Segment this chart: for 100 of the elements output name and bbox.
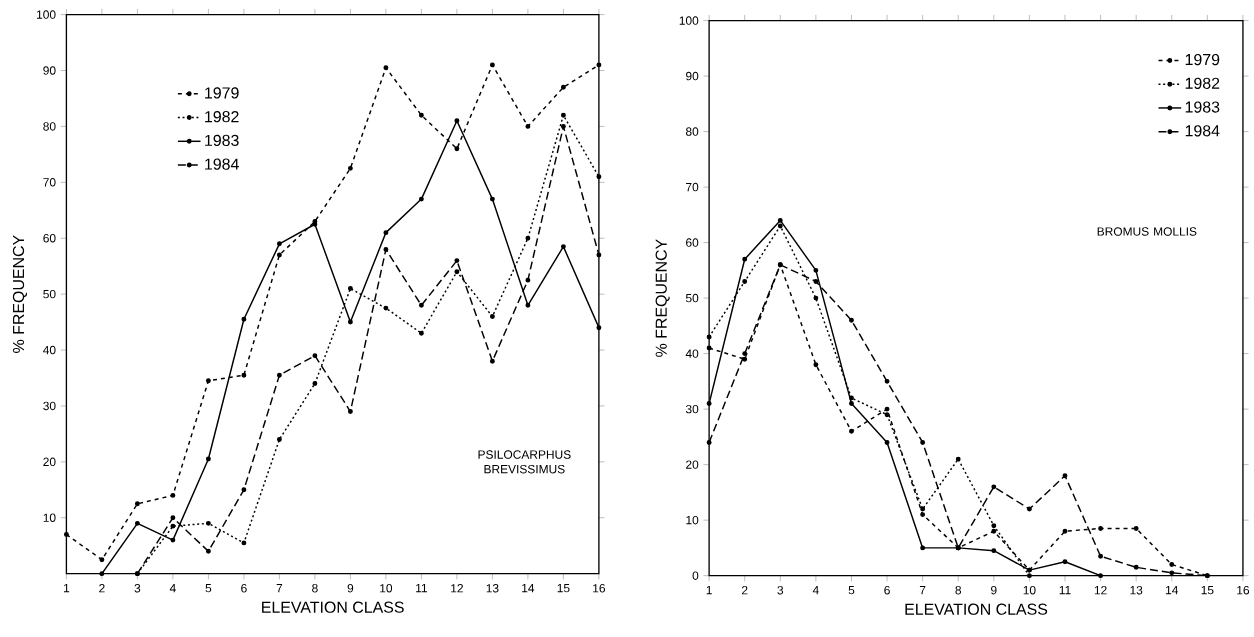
point bbox=[99, 571, 105, 576]
x-tick-label: 10 bbox=[380, 583, 393, 593]
point bbox=[742, 278, 748, 284]
annotation: BROMUS MOLLIS bbox=[1097, 227, 1197, 236]
point bbox=[205, 456, 211, 462]
point bbox=[777, 217, 783, 223]
x-tick-label: 9 bbox=[991, 585, 997, 595]
point bbox=[383, 305, 389, 311]
x-tick-label: 6 bbox=[241, 583, 247, 593]
x-tick-label: 4 bbox=[812, 585, 819, 595]
point bbox=[849, 400, 854, 406]
y-tick-label: 90 bbox=[43, 66, 56, 75]
point bbox=[706, 334, 712, 340]
point bbox=[99, 557, 105, 562]
point bbox=[205, 378, 211, 384]
point bbox=[347, 165, 353, 171]
x-tick-label: 1 bbox=[706, 585, 712, 595]
point bbox=[813, 362, 819, 367]
point bbox=[884, 412, 890, 417]
point bbox=[454, 257, 460, 263]
y-tick-label: 50 bbox=[685, 293, 699, 303]
point bbox=[1026, 506, 1032, 512]
point bbox=[742, 350, 748, 356]
point bbox=[884, 406, 890, 412]
y-tick-label: 10 bbox=[686, 515, 699, 525]
x-tick-label: 13 bbox=[1130, 585, 1143, 595]
point bbox=[991, 484, 997, 490]
x-tick-label: 7 bbox=[919, 585, 926, 595]
point bbox=[1062, 559, 1068, 565]
point bbox=[454, 146, 460, 152]
x-tick-label: 2 bbox=[99, 583, 105, 593]
point bbox=[418, 196, 424, 202]
x-tick-label: 3 bbox=[777, 585, 784, 595]
point bbox=[777, 223, 783, 229]
point bbox=[276, 372, 282, 378]
point bbox=[849, 395, 854, 401]
x-tick-label: 15 bbox=[1201, 585, 1214, 595]
y-tick-label: 40 bbox=[43, 345, 56, 355]
point bbox=[849, 317, 854, 323]
legend-label: 1984 bbox=[1185, 124, 1220, 137]
point bbox=[1098, 525, 1104, 531]
x-tick-label: 15 bbox=[557, 583, 570, 593]
point bbox=[955, 456, 961, 462]
point bbox=[525, 235, 531, 241]
point bbox=[241, 487, 247, 493]
point bbox=[742, 356, 748, 362]
y-axis-title: % FREQUENCY bbox=[12, 235, 27, 353]
y-tick-label: 40 bbox=[685, 349, 699, 358]
annotation: PSILOCARPHUS BREVISSIMUS bbox=[478, 450, 571, 474]
point bbox=[454, 118, 460, 124]
x-tick-label: 11 bbox=[416, 583, 428, 593]
point bbox=[991, 523, 997, 528]
point bbox=[383, 229, 389, 235]
y-tick-label: 50 bbox=[43, 289, 56, 299]
point bbox=[706, 439, 712, 445]
legend-label: 1982 bbox=[1185, 77, 1220, 89]
legend-label: 1979 bbox=[1185, 53, 1220, 65]
y-tick-label: 100 bbox=[37, 10, 56, 19]
x-tick-label: 8 bbox=[312, 583, 318, 593]
point bbox=[383, 65, 389, 70]
y-tick-label: 80 bbox=[685, 127, 699, 136]
point bbox=[920, 506, 926, 512]
x-tick-label: 5 bbox=[848, 585, 855, 595]
y-tick-label: 20 bbox=[686, 460, 699, 469]
point bbox=[241, 540, 247, 546]
point bbox=[596, 325, 602, 330]
point bbox=[170, 492, 176, 498]
point bbox=[991, 548, 997, 553]
point bbox=[489, 62, 495, 68]
point bbox=[418, 330, 424, 336]
point bbox=[813, 267, 819, 273]
point bbox=[1062, 528, 1068, 534]
point bbox=[742, 256, 748, 262]
point bbox=[596, 252, 602, 258]
point bbox=[884, 439, 890, 445]
point bbox=[849, 428, 854, 434]
point bbox=[418, 112, 424, 118]
x-tick-label: 5 bbox=[205, 583, 212, 593]
point bbox=[276, 436, 282, 442]
point bbox=[1098, 573, 1104, 578]
legend-label: 1983 bbox=[1185, 101, 1220, 113]
point bbox=[560, 112, 566, 118]
point bbox=[383, 246, 389, 252]
x-tick-label: 14 bbox=[1166, 585, 1179, 595]
y-axis-title: % FREQUENCY bbox=[655, 238, 670, 357]
point bbox=[1133, 525, 1139, 531]
point bbox=[241, 316, 247, 322]
x-tick-label: 3 bbox=[134, 583, 141, 593]
point bbox=[560, 243, 566, 249]
legend-label: 1982 bbox=[205, 110, 239, 123]
point bbox=[170, 537, 176, 543]
point bbox=[525, 123, 531, 129]
point bbox=[454, 269, 460, 275]
y-tick-label: 30 bbox=[685, 404, 699, 414]
point bbox=[1169, 570, 1175, 576]
x-tick-label: 10 bbox=[1023, 585, 1036, 595]
point bbox=[312, 352, 318, 358]
point bbox=[525, 277, 531, 283]
point bbox=[596, 174, 602, 179]
point bbox=[1133, 564, 1139, 570]
